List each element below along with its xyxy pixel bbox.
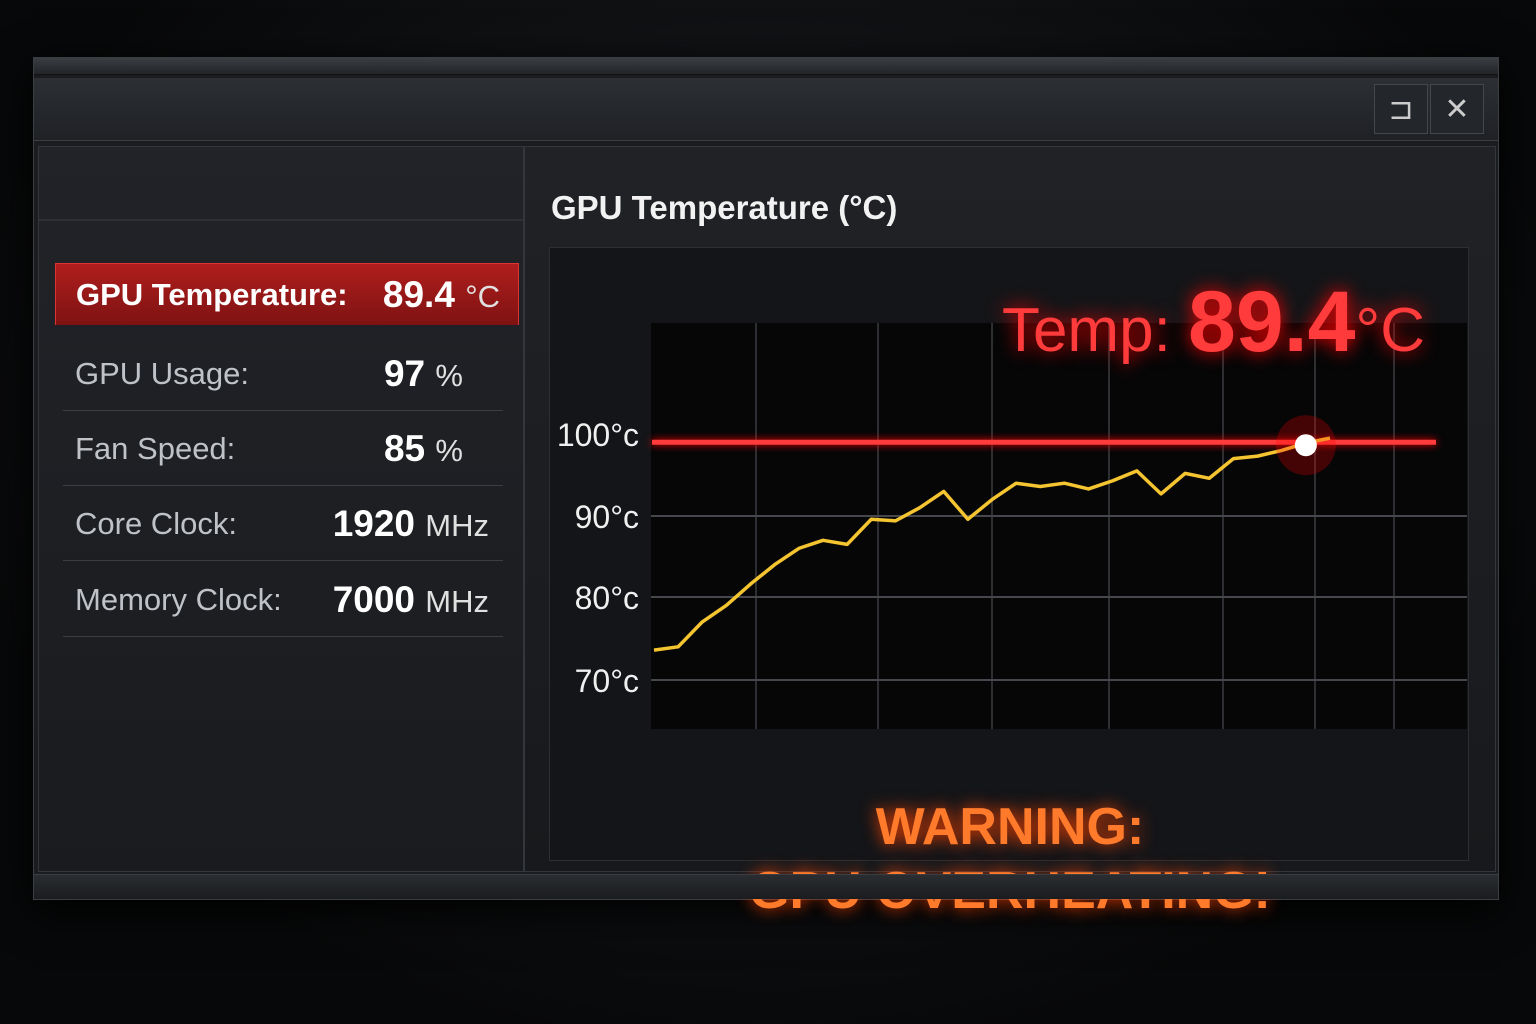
close-icon: ✕	[1444, 92, 1470, 126]
stat-label: GPU Usage:	[75, 355, 250, 391]
close-button[interactable]: ✕	[1430, 84, 1484, 134]
temp-readout: Temp: 89.4°C	[1002, 273, 1425, 372]
minimize-button[interactable]: ⊐	[1374, 84, 1428, 134]
stat-row-gpu-usage: GPU Usage: 97 %	[63, 337, 503, 411]
stat-label: Core Clock:	[75, 505, 237, 541]
stat-row-fan-speed: Fan Speed: 85 %	[63, 412, 503, 486]
stat-unit: %	[435, 357, 463, 393]
chart-panel: GPU Temperature (°C) 100°c 90°c 80°c 70°c T…	[524, 146, 1496, 920]
current-temp-marker	[1294, 434, 1317, 457]
stat-row-memory-clock: Memory Clock: 7000 MHz	[63, 563, 503, 637]
gpu-monitor-window: ⊐ ✕ GPU Temperature: 89.4 °C GPU Usage: 97…	[33, 57, 1499, 920]
chart-title: GPU Temperature (°C)	[551, 189, 898, 226]
title-bar: ⊐ ✕	[34, 78, 1498, 141]
warning-line-1: WARNING:	[875, 798, 1145, 856]
stat-label: GPU Temperature:	[76, 276, 348, 312]
stat-label: Memory Clock:	[75, 581, 282, 617]
plot-background	[651, 323, 1467, 729]
readout-value: 89.4	[1188, 274, 1356, 370]
top-strip	[34, 58, 1498, 75]
stats-panel: GPU Temperature: 89.4 °C GPU Usage: 97 % F…	[38, 146, 524, 872]
temperature-line	[653, 436, 1331, 652]
bottom-strip	[34, 874, 1498, 899]
y-tick-label: 70°c	[575, 663, 639, 699]
overheating-warning: WARNING:GPU OVERHEATING!	[525, 795, 1495, 923]
stat-value: 97	[383, 352, 426, 394]
y-tick-label: 90°c	[575, 499, 639, 535]
minimize-icon: ⊐	[1388, 92, 1414, 126]
stat-row-core-clock: Core Clock: 1920 MHz	[63, 487, 503, 561]
stat-unit: MHz	[425, 583, 489, 619]
readout-label: Temp:	[1001, 296, 1171, 365]
stat-label: Fan Speed:	[75, 430, 236, 466]
temperature-chart: 100°c 90°c 80°c 70°c	[557, 323, 1467, 729]
y-tick-label: 80°c	[575, 580, 639, 616]
stat-unit: °C	[465, 278, 500, 314]
readout-unit: °C	[1355, 296, 1425, 365]
stat-value: 89.4	[382, 273, 455, 315]
stat-row-gpu-temperature: GPU Temperature: 89.4 °C	[55, 263, 519, 325]
stat-value: 85	[383, 427, 426, 469]
stats-header	[39, 147, 523, 221]
stat-unit: MHz	[425, 507, 489, 543]
stat-value: 1920	[332, 502, 415, 544]
stat-value: 7000	[332, 578, 415, 620]
stat-unit: %	[435, 432, 463, 468]
y-tick-label: 100°c	[557, 417, 639, 453]
